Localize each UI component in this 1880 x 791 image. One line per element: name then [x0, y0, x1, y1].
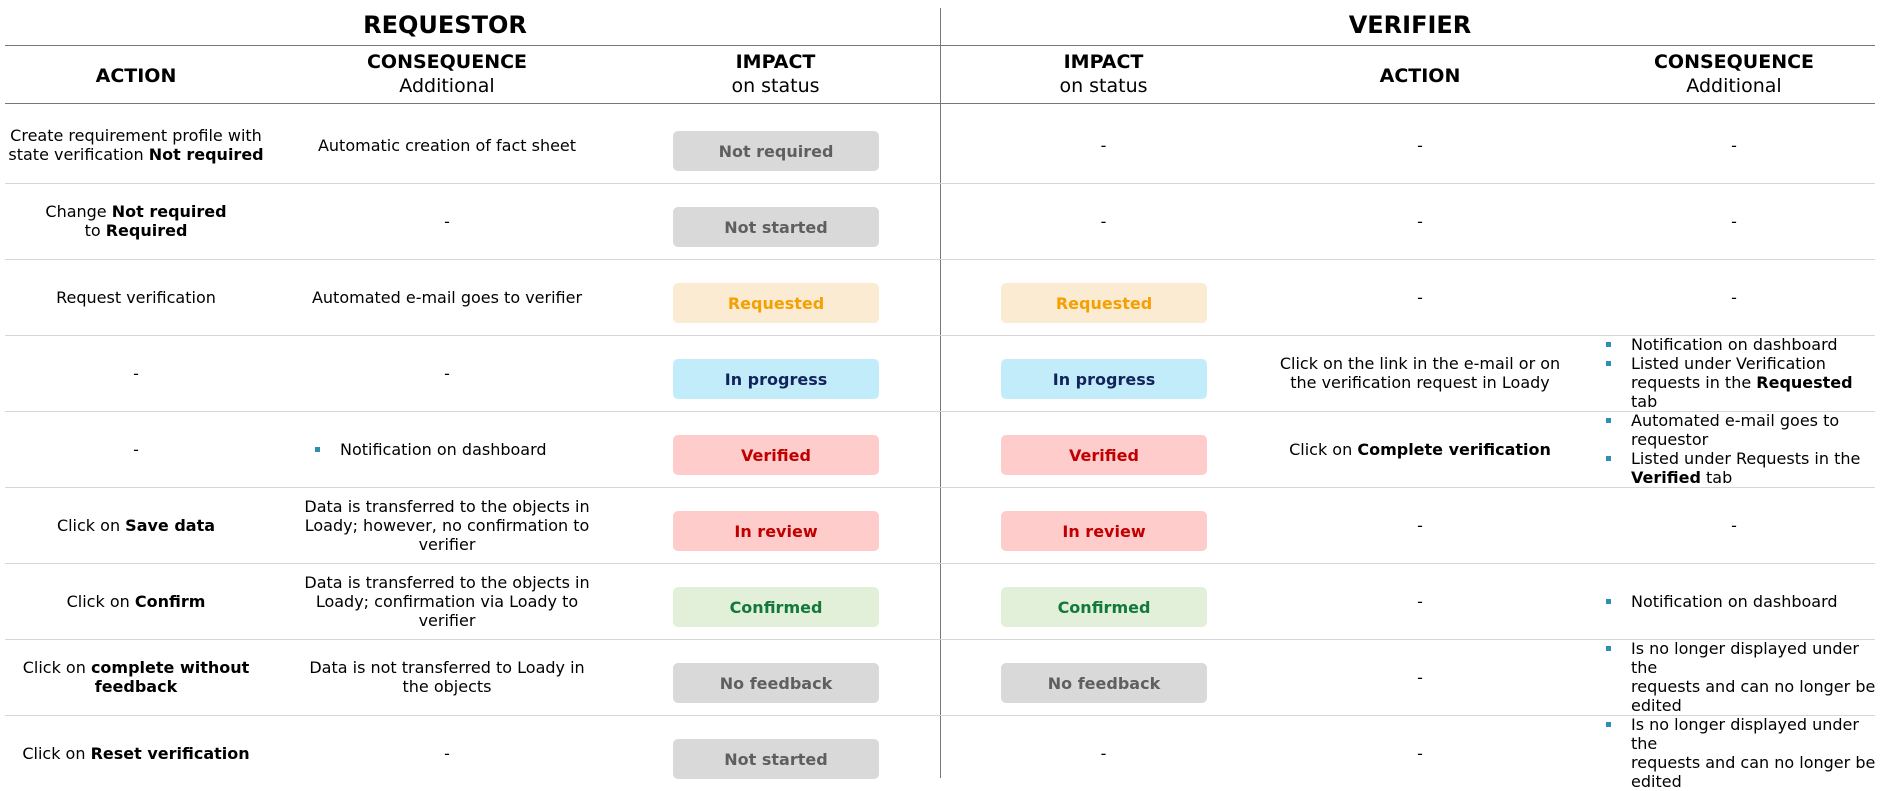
ver-status-badge: No feedback	[1001, 663, 1207, 703]
req-status-badge: Verified	[673, 435, 879, 475]
verifier-title: VERIFIER	[1348, 11, 1472, 39]
req-status-badge: Confirmed	[673, 587, 879, 627]
ver-consequence-cell: Is no longer displayed under the requests…	[1603, 639, 1880, 715]
ver-status-badge: In progress	[1001, 359, 1207, 399]
title-divider	[5, 45, 1875, 46]
ver-status-badge: Verified	[1001, 435, 1207, 475]
col-ver-action: ACTION	[1379, 65, 1461, 87]
ver-status-cell: -	[1100, 743, 1107, 763]
bullet-item: Listed under Requests in the Verified tab	[1603, 449, 1860, 487]
req-consequence-cell: Data is transferred to the objects in Loa…	[304, 572, 590, 630]
col-req-impact: IMPACT on status	[731, 51, 820, 97]
table-row: Click on Confirm Data is transferred to …	[5, 563, 1875, 639]
ver-consequence-cell: -	[1731, 211, 1737, 231]
req-status-badge: Not required	[673, 131, 879, 171]
table-row: Click on Save data Data is transferred t…	[5, 487, 1875, 563]
bullet-item: Listed under Verification requests in the…	[1603, 354, 1880, 411]
ver-consequence-cell: Is no longer displayed under the requests…	[1603, 715, 1880, 791]
req-consequence-cell: Notification on dashboard	[312, 411, 612, 487]
table-row: Click on Reset verification - Not starte…	[5, 715, 1875, 791]
req-consequence-cell: -	[444, 211, 450, 231]
req-action-cell: Create requirement profile with state ver…	[8, 126, 264, 164]
col-ver-consequence: CONSEQUENCE Additional	[1653, 51, 1815, 97]
req-consequence-cell: Data is transferred to the objects in Loa…	[304, 496, 590, 554]
table-row: Create requirement profile with state ver…	[5, 107, 1875, 183]
ver-action-cell: -	[1417, 591, 1423, 611]
bullet-item: Automated e-mail goes to requestor	[1603, 411, 1860, 449]
req-action-cell: Click on Reset verification	[22, 743, 250, 763]
row-divider	[5, 639, 1875, 640]
col-ver-impact: IMPACT on status	[1059, 51, 1148, 97]
ver-status-badge: In review	[1001, 511, 1207, 551]
req-consequence-cell: Data is not transferred to Loady in the o…	[309, 658, 585, 696]
bullet-item: Notification on dashboard	[1603, 335, 1880, 354]
ver-status-cell: -	[1100, 135, 1107, 155]
req-status-badge: In review	[673, 511, 879, 551]
ver-status-badge: Requested	[1001, 283, 1207, 323]
ver-consequence-cell: -	[1731, 287, 1737, 307]
req-action-cell: Request verification	[56, 287, 216, 307]
ver-action-cell: -	[1417, 135, 1423, 155]
requestor-title: REQUESTOR	[363, 11, 527, 39]
ver-action-cell: -	[1417, 515, 1423, 535]
col-req-consequence: CONSEQUENCE Additional	[366, 51, 528, 97]
ver-action-cell: -	[1417, 743, 1423, 763]
bullet-item: Is no longer displayed under the requests…	[1603, 639, 1880, 715]
req-consequence-cell: Automatic creation of fact sheet	[317, 135, 577, 155]
req-consequence-cell: -	[444, 363, 450, 383]
center-divider	[940, 8, 941, 778]
table-row: Request verification Automated e-mail go…	[5, 259, 1875, 335]
ver-consequence-cell: Automated e-mail goes to requestor Listed…	[1603, 411, 1880, 487]
req-status-badge: Not started	[673, 207, 879, 247]
req-consequence-cell: Automated e-mail goes to verifier	[311, 287, 583, 307]
req-status-badge: Requested	[673, 283, 879, 323]
ver-action-cell: -	[1417, 287, 1423, 307]
req-status-badge: Not started	[673, 739, 879, 779]
ver-action-cell: Click on the link in the e-mail or on the…	[1279, 354, 1561, 392]
req-action-cell: Change Not required to Required	[45, 202, 227, 240]
col-req-action: ACTION	[95, 65, 177, 87]
req-action-cell: Click on Save data	[56, 515, 216, 535]
row-divider	[5, 715, 1875, 716]
row-divider	[5, 487, 1875, 488]
req-action-cell: Click on complete without feedback	[22, 658, 250, 696]
req-status-badge: No feedback	[673, 663, 879, 703]
ver-action-cell: -	[1417, 211, 1423, 231]
ver-consequence-cell: Notification on dashboard	[1603, 563, 1880, 639]
row-divider	[5, 183, 1875, 184]
row-divider	[5, 335, 1875, 336]
bullet-item: Is no longer displayed under the requests…	[1603, 715, 1880, 791]
ver-status-badge: Confirmed	[1001, 587, 1207, 627]
req-action-cell: -	[133, 363, 139, 383]
table-row: - Notification on dashboard Verified Ver…	[5, 411, 1875, 487]
ver-action-cell: Click on Complete verification	[1289, 439, 1551, 459]
ver-consequence-cell: Notification on dashboard Listed under V…	[1603, 335, 1880, 411]
req-consequence-cell: -	[444, 743, 450, 763]
ver-action-cell: -	[1417, 667, 1423, 687]
row-divider	[5, 411, 1875, 412]
ver-consequence-cell: -	[1731, 135, 1737, 155]
req-action-cell: Click on Confirm	[66, 591, 206, 611]
req-status-badge: In progress	[673, 359, 879, 399]
ver-consequence-cell: -	[1731, 515, 1737, 535]
row-divider	[5, 563, 1875, 564]
bullet-item: Notification on dashboard	[312, 440, 547, 459]
req-action-cell: -	[133, 439, 139, 459]
header-divider	[5, 103, 1875, 104]
table-row: Change Not required to Required - Not sta…	[5, 183, 1875, 259]
row-divider	[5, 259, 1875, 260]
bullet-item: Notification on dashboard	[1603, 592, 1838, 611]
table-row: - - In progress In progress Click on the…	[5, 335, 1875, 411]
ver-status-cell: -	[1100, 211, 1107, 231]
table-row: Click on complete without feedback Data i…	[5, 639, 1876, 715]
